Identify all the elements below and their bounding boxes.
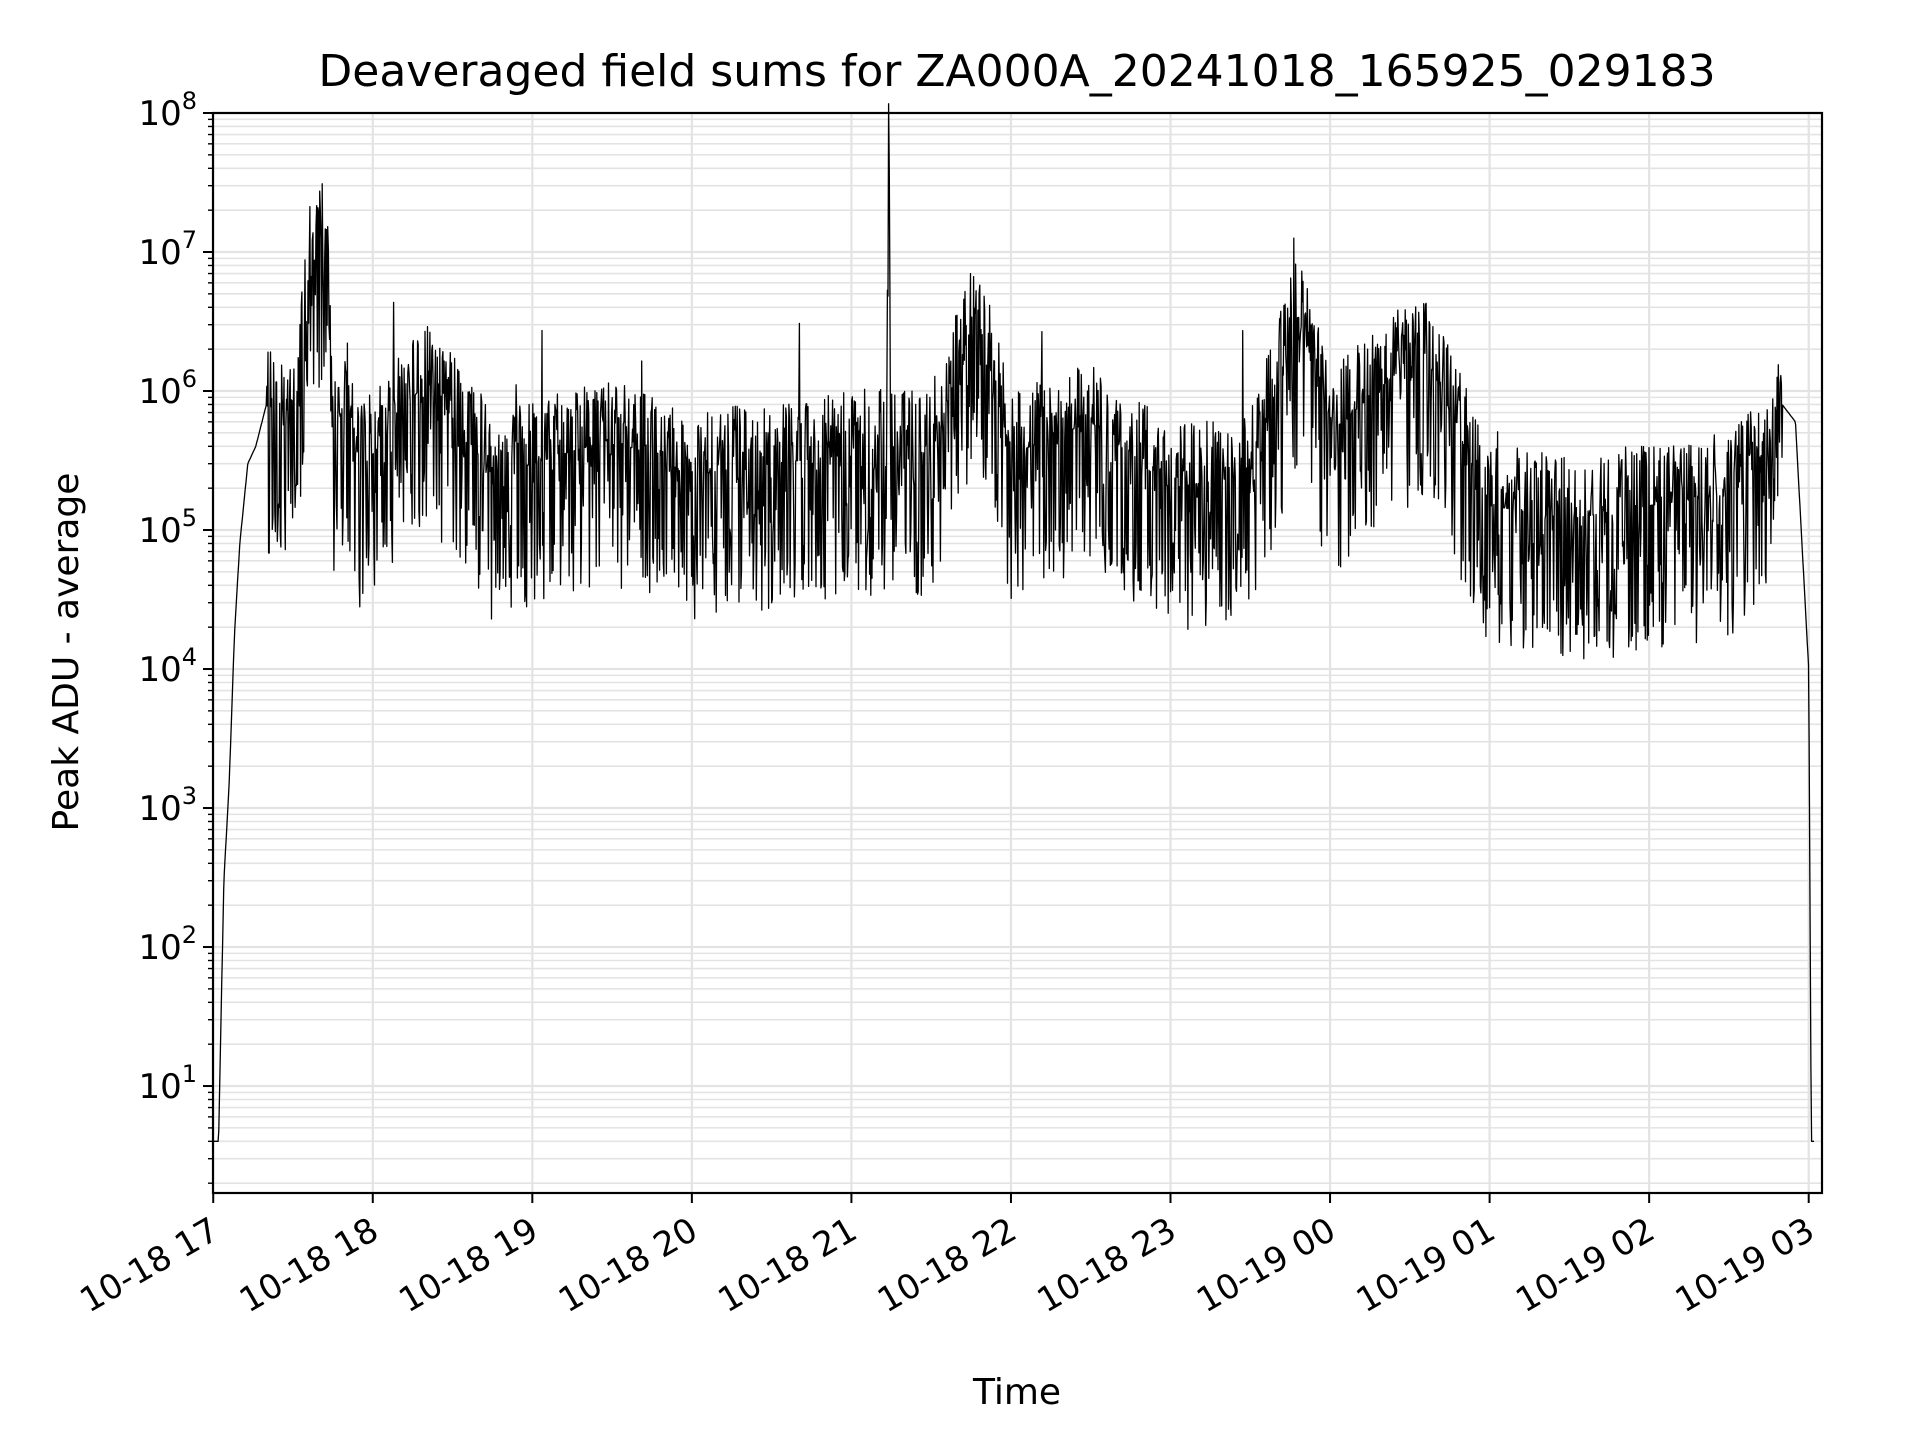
y-tick-label: 103 [138, 782, 197, 829]
y-tick-label: 105 [138, 504, 197, 551]
y-axis: 101 102 103 104 105 106 107 108 [138, 87, 213, 1184]
y-tick-label: 104 [138, 643, 197, 690]
chart-title: Deaveraged field sums for ZA000A_2024101… [318, 46, 1715, 97]
y-tick-label: 108 [138, 87, 197, 134]
x-axis-label: Time [972, 1372, 1061, 1413]
axes-frame [211, 111, 1824, 1195]
plot-area [213, 103, 1815, 1142]
y-tick-label: 106 [138, 365, 197, 412]
y-tick-label: 101 [138, 1060, 197, 1107]
y-axis-label: Peak ADU - average [46, 473, 87, 832]
y-tick-label: 107 [138, 226, 197, 273]
series-line [213, 103, 1815, 1142]
y-tick-label: 102 [138, 921, 197, 968]
